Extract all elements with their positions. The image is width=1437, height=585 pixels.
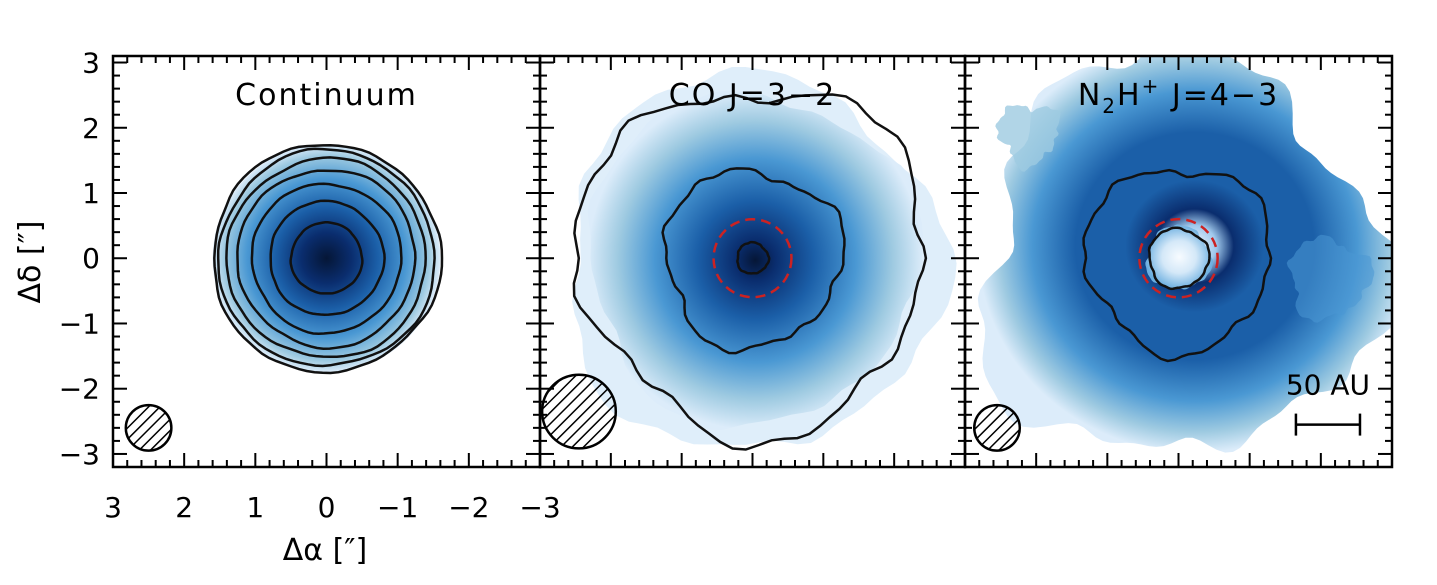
contour bbox=[236, 169, 417, 350]
beam-ellipse bbox=[124, 403, 173, 452]
contour bbox=[661, 167, 846, 355]
y-axis-label: Δδ [″] bbox=[13, 220, 48, 303]
y-tick-label: −3 bbox=[59, 438, 100, 471]
panel-title: Continuum bbox=[235, 78, 418, 113]
ticks bbox=[540, 56, 965, 467]
n2h-emission-clump bbox=[1286, 234, 1375, 323]
contour bbox=[1082, 168, 1273, 363]
y-tick-label: −2 bbox=[59, 373, 100, 406]
x-tick-label: 0 bbox=[318, 491, 336, 524]
scale-bar bbox=[1294, 413, 1362, 436]
beam-ellipse bbox=[540, 373, 618, 450]
panel-image bbox=[540, 67, 957, 451]
x-axis-label: Δα [″] bbox=[283, 533, 367, 568]
panel-2: CO J=3−2 bbox=[538, 54, 967, 469]
y-tick-label: 0 bbox=[82, 242, 100, 275]
y-tick-label: −1 bbox=[59, 307, 100, 340]
panel-image bbox=[124, 143, 444, 452]
dashed-ring bbox=[1138, 217, 1219, 299]
contour bbox=[216, 147, 436, 368]
contour bbox=[250, 182, 403, 335]
n2h-emission-clump bbox=[995, 105, 1061, 172]
panel-3: 50 AU N2H+ J=4−3 bbox=[963, 54, 1394, 469]
x-tick-label: 2 bbox=[175, 491, 193, 524]
n2h-central-hole bbox=[1145, 224, 1214, 290]
panel-title: CO J=3−2 bbox=[669, 78, 836, 113]
x-tick-label: −3 bbox=[519, 491, 560, 524]
dashed-ring bbox=[712, 218, 793, 299]
y-tick-label: 1 bbox=[82, 177, 100, 210]
continuum-emission bbox=[212, 144, 441, 373]
contour bbox=[225, 156, 427, 359]
y-tick-label: 3 bbox=[82, 47, 100, 80]
contour bbox=[269, 199, 386, 316]
ticks bbox=[965, 56, 1392, 467]
panel-title: N2H+ J=4−3 bbox=[1078, 74, 1279, 118]
contour bbox=[572, 93, 928, 451]
beam-ellipse bbox=[973, 403, 1022, 452]
y-tick-label: 2 bbox=[82, 112, 100, 145]
contour bbox=[736, 240, 771, 275]
co-emission bbox=[587, 90, 923, 430]
scale-bar-label: 50 AU bbox=[1286, 369, 1370, 402]
x-tick-label: 1 bbox=[246, 491, 264, 524]
x-tick-label: −2 bbox=[448, 491, 489, 524]
x-tick-label: 3 bbox=[104, 491, 122, 524]
contour bbox=[1147, 226, 1211, 291]
contour bbox=[289, 221, 364, 295]
contour bbox=[213, 143, 444, 375]
panel-image bbox=[973, 56, 1392, 453]
x-tick-label: −1 bbox=[377, 491, 418, 524]
